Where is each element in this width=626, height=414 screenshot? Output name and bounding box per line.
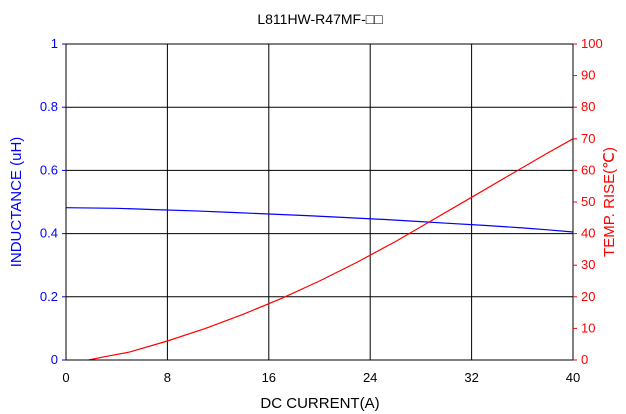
y-tick-label: 0.8 bbox=[40, 99, 58, 114]
y-tick-label: 1 bbox=[51, 36, 58, 51]
y2-tick-label: 80 bbox=[581, 99, 595, 114]
x-tick-label: 0 bbox=[62, 370, 69, 385]
y-axis-ticks: 0 0.2 0.4 0.6 0.8 1 bbox=[40, 36, 66, 367]
y2-tick-label: 20 bbox=[581, 289, 595, 304]
series-layer bbox=[65, 138, 574, 361]
grid bbox=[66, 44, 573, 360]
y-tick-label: 0.4 bbox=[40, 226, 58, 241]
x-axis-label: DC CURRENT(A) bbox=[260, 395, 379, 412]
y2-tick-label: 40 bbox=[581, 226, 595, 241]
x-tick-label: 40 bbox=[566, 370, 580, 385]
y-axis-label: INDUCTANCE (uH) bbox=[8, 137, 25, 268]
y-tick-label: 0.2 bbox=[40, 289, 58, 304]
y2-tick-label: 60 bbox=[581, 162, 595, 177]
y2-tick-label: 70 bbox=[581, 131, 595, 146]
y2-axis-ticks: 0 10 20 30 40 50 60 70 80 90 100 bbox=[573, 36, 603, 367]
x-tick-label: 32 bbox=[464, 370, 478, 385]
y2-tick-label: 90 bbox=[581, 68, 595, 83]
y2-axis-label: TEMP. RISE(℃) bbox=[601, 147, 618, 257]
chart-title: L811HW-R47MF-□□ bbox=[257, 11, 383, 27]
y-tick-label: 0 bbox=[51, 352, 58, 367]
y2-tick-label: 100 bbox=[581, 36, 603, 51]
x-axis-ticks: 0 8 16 24 32 40 bbox=[62, 370, 580, 385]
y2-tick-label: 30 bbox=[581, 257, 595, 272]
inductance-line bbox=[65, 207, 574, 233]
x-tick-label: 16 bbox=[262, 370, 276, 385]
x-tick-label: 24 bbox=[363, 370, 377, 385]
y2-tick-label: 10 bbox=[581, 320, 595, 335]
y-tick-label: 0.6 bbox=[40, 162, 58, 177]
x-tick-label: 8 bbox=[164, 370, 171, 385]
plot-frame bbox=[65, 43, 574, 361]
y2-tick-label: 0 bbox=[581, 352, 588, 367]
temp-rise-line bbox=[88, 138, 574, 361]
y2-tick-label: 50 bbox=[581, 194, 595, 209]
